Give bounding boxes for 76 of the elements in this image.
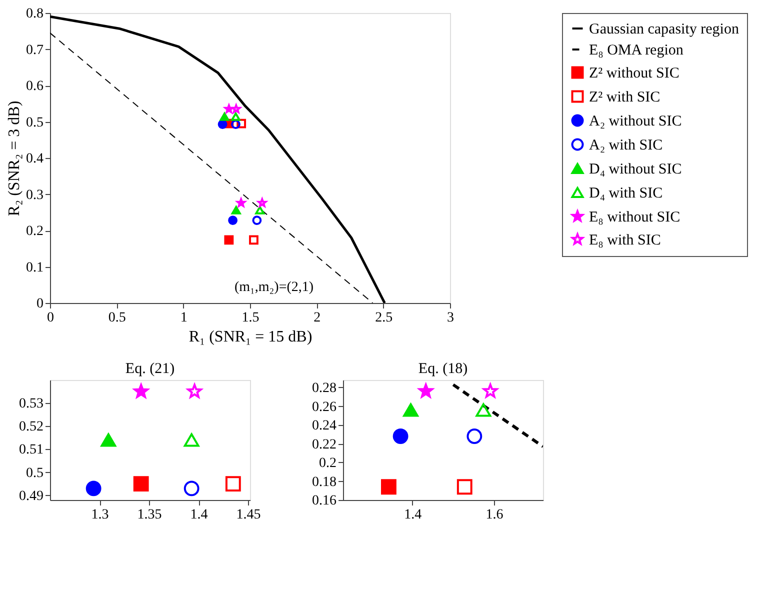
x-tick-label: 0.5: [108, 310, 126, 326]
legend-label: A₂ with SIC: [589, 138, 663, 154]
y-tick-label: 0.3: [26, 188, 44, 203]
point: [187, 384, 202, 398]
x-tick-label: 1.4: [404, 508, 422, 522]
point: [184, 433, 200, 447]
point: [381, 479, 396, 495]
y-tick-label: 0.26: [312, 400, 336, 415]
legend-label: Z² with SIC: [589, 90, 660, 106]
point: [224, 235, 234, 245]
legend-label: E₈ with SIC: [589, 232, 661, 248]
y-tick-label: 0.28: [312, 381, 336, 396]
y-tick-label: 0.2: [319, 456, 336, 471]
point: [134, 384, 148, 398]
y-tick-label: 0.7: [26, 42, 44, 58]
y-tick-label: 0.24: [312, 418, 336, 434]
point: [476, 403, 492, 417]
point: [418, 384, 434, 398]
chart-title: Eq. (18): [418, 361, 468, 377]
x-tick-label: 2: [314, 310, 321, 326]
chart-title: Eq. (21): [125, 361, 175, 377]
y-tick-label: 0.52: [19, 420, 44, 435]
y-tick-label: 0.5: [26, 115, 44, 130]
point: [133, 476, 149, 492]
point: [403, 403, 418, 417]
legend-label: Gaussian capasity region: [589, 22, 740, 38]
x-tick-label: 1.45: [236, 508, 261, 522]
legend-label: E₈ OMA region: [589, 42, 684, 58]
point: [466, 428, 482, 444]
point: [231, 206, 241, 214]
y-tick-label: 0.8: [26, 6, 44, 22]
legend-label: Z² without SIC: [589, 66, 680, 82]
point: [184, 480, 200, 496]
y-tick-label: 0.5: [26, 466, 44, 481]
point: [456, 479, 472, 495]
point: [100, 433, 116, 447]
point: [228, 216, 238, 226]
point: [231, 120, 240, 129]
legend-label: E₈ without SIC: [589, 210, 680, 226]
point: [225, 476, 241, 492]
point: [252, 216, 262, 226]
y-tick-label: 0: [36, 296, 44, 312]
annotation: (m₁,m₂)=(2,1): [234, 280, 314, 295]
point: [231, 112, 240, 121]
y-tick-label: 0.4: [26, 152, 44, 166]
x-tick-label: 0: [47, 310, 54, 326]
point: [86, 480, 102, 496]
y-tick-label: 0.6: [26, 79, 44, 94]
point: [255, 206, 265, 214]
x-tick-label: 1: [180, 310, 188, 326]
x-tick-label: 2.5: [375, 310, 393, 326]
y-tick-label: 0.2: [26, 224, 44, 239]
legend-label: A₂ without SIC: [589, 114, 682, 130]
y-tick-label: 0.22: [312, 437, 336, 452]
x-tick-label: 1.6: [486, 508, 504, 522]
point: [392, 428, 408, 444]
y-tick-label: 0.51: [19, 442, 44, 458]
y-tick-label: 0.16: [312, 494, 336, 508]
x-tick-label: 1.4: [190, 508, 208, 522]
x-tick-label: 1.3: [91, 508, 109, 522]
x-tick-label: 3: [447, 310, 454, 326]
point: [249, 235, 258, 245]
point: [220, 112, 230, 121]
x-tick-label: 1.35: [137, 508, 162, 522]
y-axis-title: R₂ (SNR₂ = 3 dB): [6, 100, 23, 216]
legend-label: D₄ with SIC: [589, 186, 663, 202]
x-axis-title: R₁ (SNR₁ = 15 dB): [188, 328, 312, 346]
y-tick-label: 0.49: [19, 488, 44, 504]
y-tick-label: 0.1: [26, 260, 44, 276]
point: [236, 118, 246, 128]
y-tick-label: 0.53: [19, 396, 44, 412]
x-tick-label: 1.5: [242, 310, 260, 326]
point: [482, 384, 498, 398]
point: [218, 120, 228, 129]
y-tick-label: 0.18: [312, 474, 336, 490]
legend-label: D₄ without SIC: [589, 162, 682, 178]
